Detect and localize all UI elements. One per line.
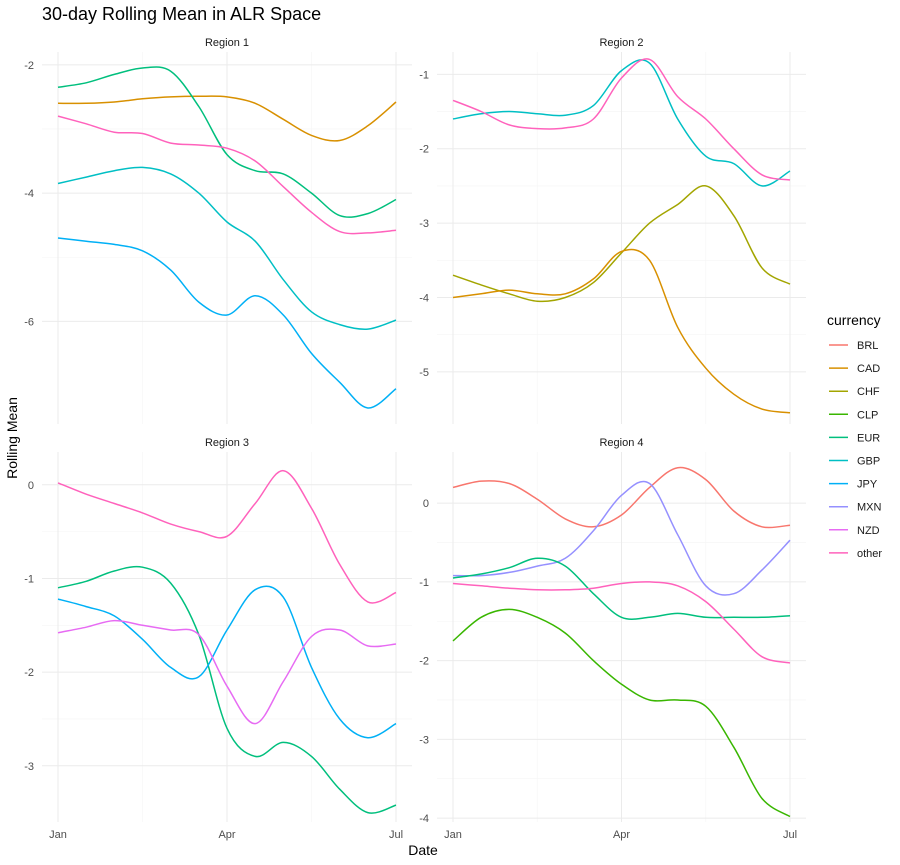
legend-item-brl: BRL bbox=[829, 340, 878, 352]
x-tick-label: Jul bbox=[783, 829, 797, 841]
series-line-jpy-region-1 bbox=[57, 237, 397, 409]
chart-title: 30-day Rolling Mean in ALR Space bbox=[42, 4, 321, 24]
legend-item-nzd: NZD bbox=[829, 525, 880, 537]
legend-item-other: other bbox=[829, 548, 882, 560]
panel-region-3: -3 -2 -1 0 Region 3 Jan Apr Jul bbox=[24, 437, 412, 841]
series-line-other-region-3 bbox=[57, 469, 397, 604]
y-tick-label: -4 bbox=[24, 188, 34, 200]
series-line-brl-region-4 bbox=[452, 466, 791, 529]
strip-label: Region 2 bbox=[599, 37, 643, 49]
legend-label: EUR bbox=[857, 432, 880, 444]
legend-label: NZD bbox=[857, 525, 880, 537]
y-tick-label: 0 bbox=[423, 498, 429, 510]
legend-label: JPY bbox=[857, 479, 878, 491]
series-line-chf-region-2 bbox=[452, 185, 791, 303]
y-tick-label: -5 bbox=[419, 367, 429, 379]
strip-label: Region 1 bbox=[205, 37, 249, 49]
x-tick-label: Jan bbox=[49, 829, 67, 841]
y-tick-label: -2 bbox=[419, 144, 429, 156]
legend-label: GBP bbox=[857, 456, 880, 468]
x-axis-title: Date bbox=[408, 842, 438, 858]
panel-region-1: -6 -4 -2 Region 1 bbox=[24, 37, 412, 424]
y-tick-label: -4 bbox=[419, 813, 429, 825]
series-line-other-region-2 bbox=[452, 58, 791, 181]
legend-label: CAD bbox=[857, 363, 880, 375]
series-line-gbp-region-2 bbox=[452, 59, 791, 187]
x-tick-label: Jul bbox=[389, 829, 403, 841]
legend-label: MXN bbox=[857, 502, 882, 514]
y-axis-title: Rolling Mean bbox=[4, 397, 20, 479]
legend-label: BRL bbox=[857, 340, 878, 352]
strip-label: Region 3 bbox=[205, 437, 249, 449]
legend-item-cad: CAD bbox=[829, 363, 880, 375]
panel-region-4: -4 -3 -2 -1 0 Region 4 Jan Apr Jul bbox=[419, 437, 806, 841]
series-line-cad-region-2 bbox=[452, 248, 791, 414]
legend-label: other bbox=[857, 548, 882, 560]
y-tick-label: -1 bbox=[419, 69, 429, 81]
x-tick-label: Apr bbox=[613, 829, 630, 841]
y-tick-label: 0 bbox=[28, 480, 34, 492]
series-line-other-region-1 bbox=[57, 115, 397, 235]
legend-item-chf: CHF bbox=[829, 386, 880, 398]
series-line-mxn-region-4 bbox=[452, 480, 791, 596]
legend-title: currency bbox=[827, 312, 881, 328]
x-tick-label: Apr bbox=[218, 829, 235, 841]
legend-item-jpy: JPY bbox=[829, 479, 878, 491]
legend: currency BRL CAD CHF CLP EUR GBP JPY MXN NZD othe… bbox=[827, 312, 882, 560]
y-tick-label: -2 bbox=[24, 667, 34, 679]
legend-item-mxn: MXN bbox=[829, 502, 882, 514]
panels: -6 -4 -2 Region 1 -5 -4 -3 -2 -1 Region 2 -3 -2 -1 0 R… bbox=[24, 37, 806, 841]
legend-item-clp: CLP bbox=[829, 409, 878, 421]
strip-label: Region 4 bbox=[599, 437, 643, 449]
legend-item-eur: EUR bbox=[829, 432, 880, 444]
y-tick-label: -3 bbox=[419, 734, 429, 746]
series-line-gbp-region-1 bbox=[57, 166, 397, 330]
panel-region-2: -5 -4 -3 -2 -1 Region 2 bbox=[419, 37, 806, 424]
series-line-nzd-region-3 bbox=[57, 619, 397, 725]
series-line-other-region-4 bbox=[452, 581, 791, 664]
legend-label: CLP bbox=[857, 409, 878, 421]
legend-item-gbp: GBP bbox=[829, 456, 880, 468]
series-line-eur-region-3 bbox=[57, 565, 397, 814]
y-tick-label: -2 bbox=[24, 60, 34, 72]
series-line-jpy-region-3 bbox=[57, 585, 397, 739]
y-tick-label: -4 bbox=[419, 293, 429, 305]
series-line-cad-region-1 bbox=[57, 95, 397, 142]
y-tick-label: -1 bbox=[419, 577, 429, 589]
y-tick-label: -6 bbox=[24, 316, 34, 328]
series-line-eur-region-4 bbox=[452, 557, 791, 620]
y-tick-label: -3 bbox=[24, 761, 34, 773]
legend-label: CHF bbox=[857, 386, 880, 398]
x-tick-label: Jan bbox=[444, 829, 462, 841]
y-tick-label: -2 bbox=[419, 656, 429, 668]
series-line-eur-region-1 bbox=[57, 66, 397, 218]
y-tick-label: -1 bbox=[24, 573, 34, 585]
series-line-clp-region-4 bbox=[452, 608, 791, 818]
y-tick-label: -3 bbox=[419, 218, 429, 230]
